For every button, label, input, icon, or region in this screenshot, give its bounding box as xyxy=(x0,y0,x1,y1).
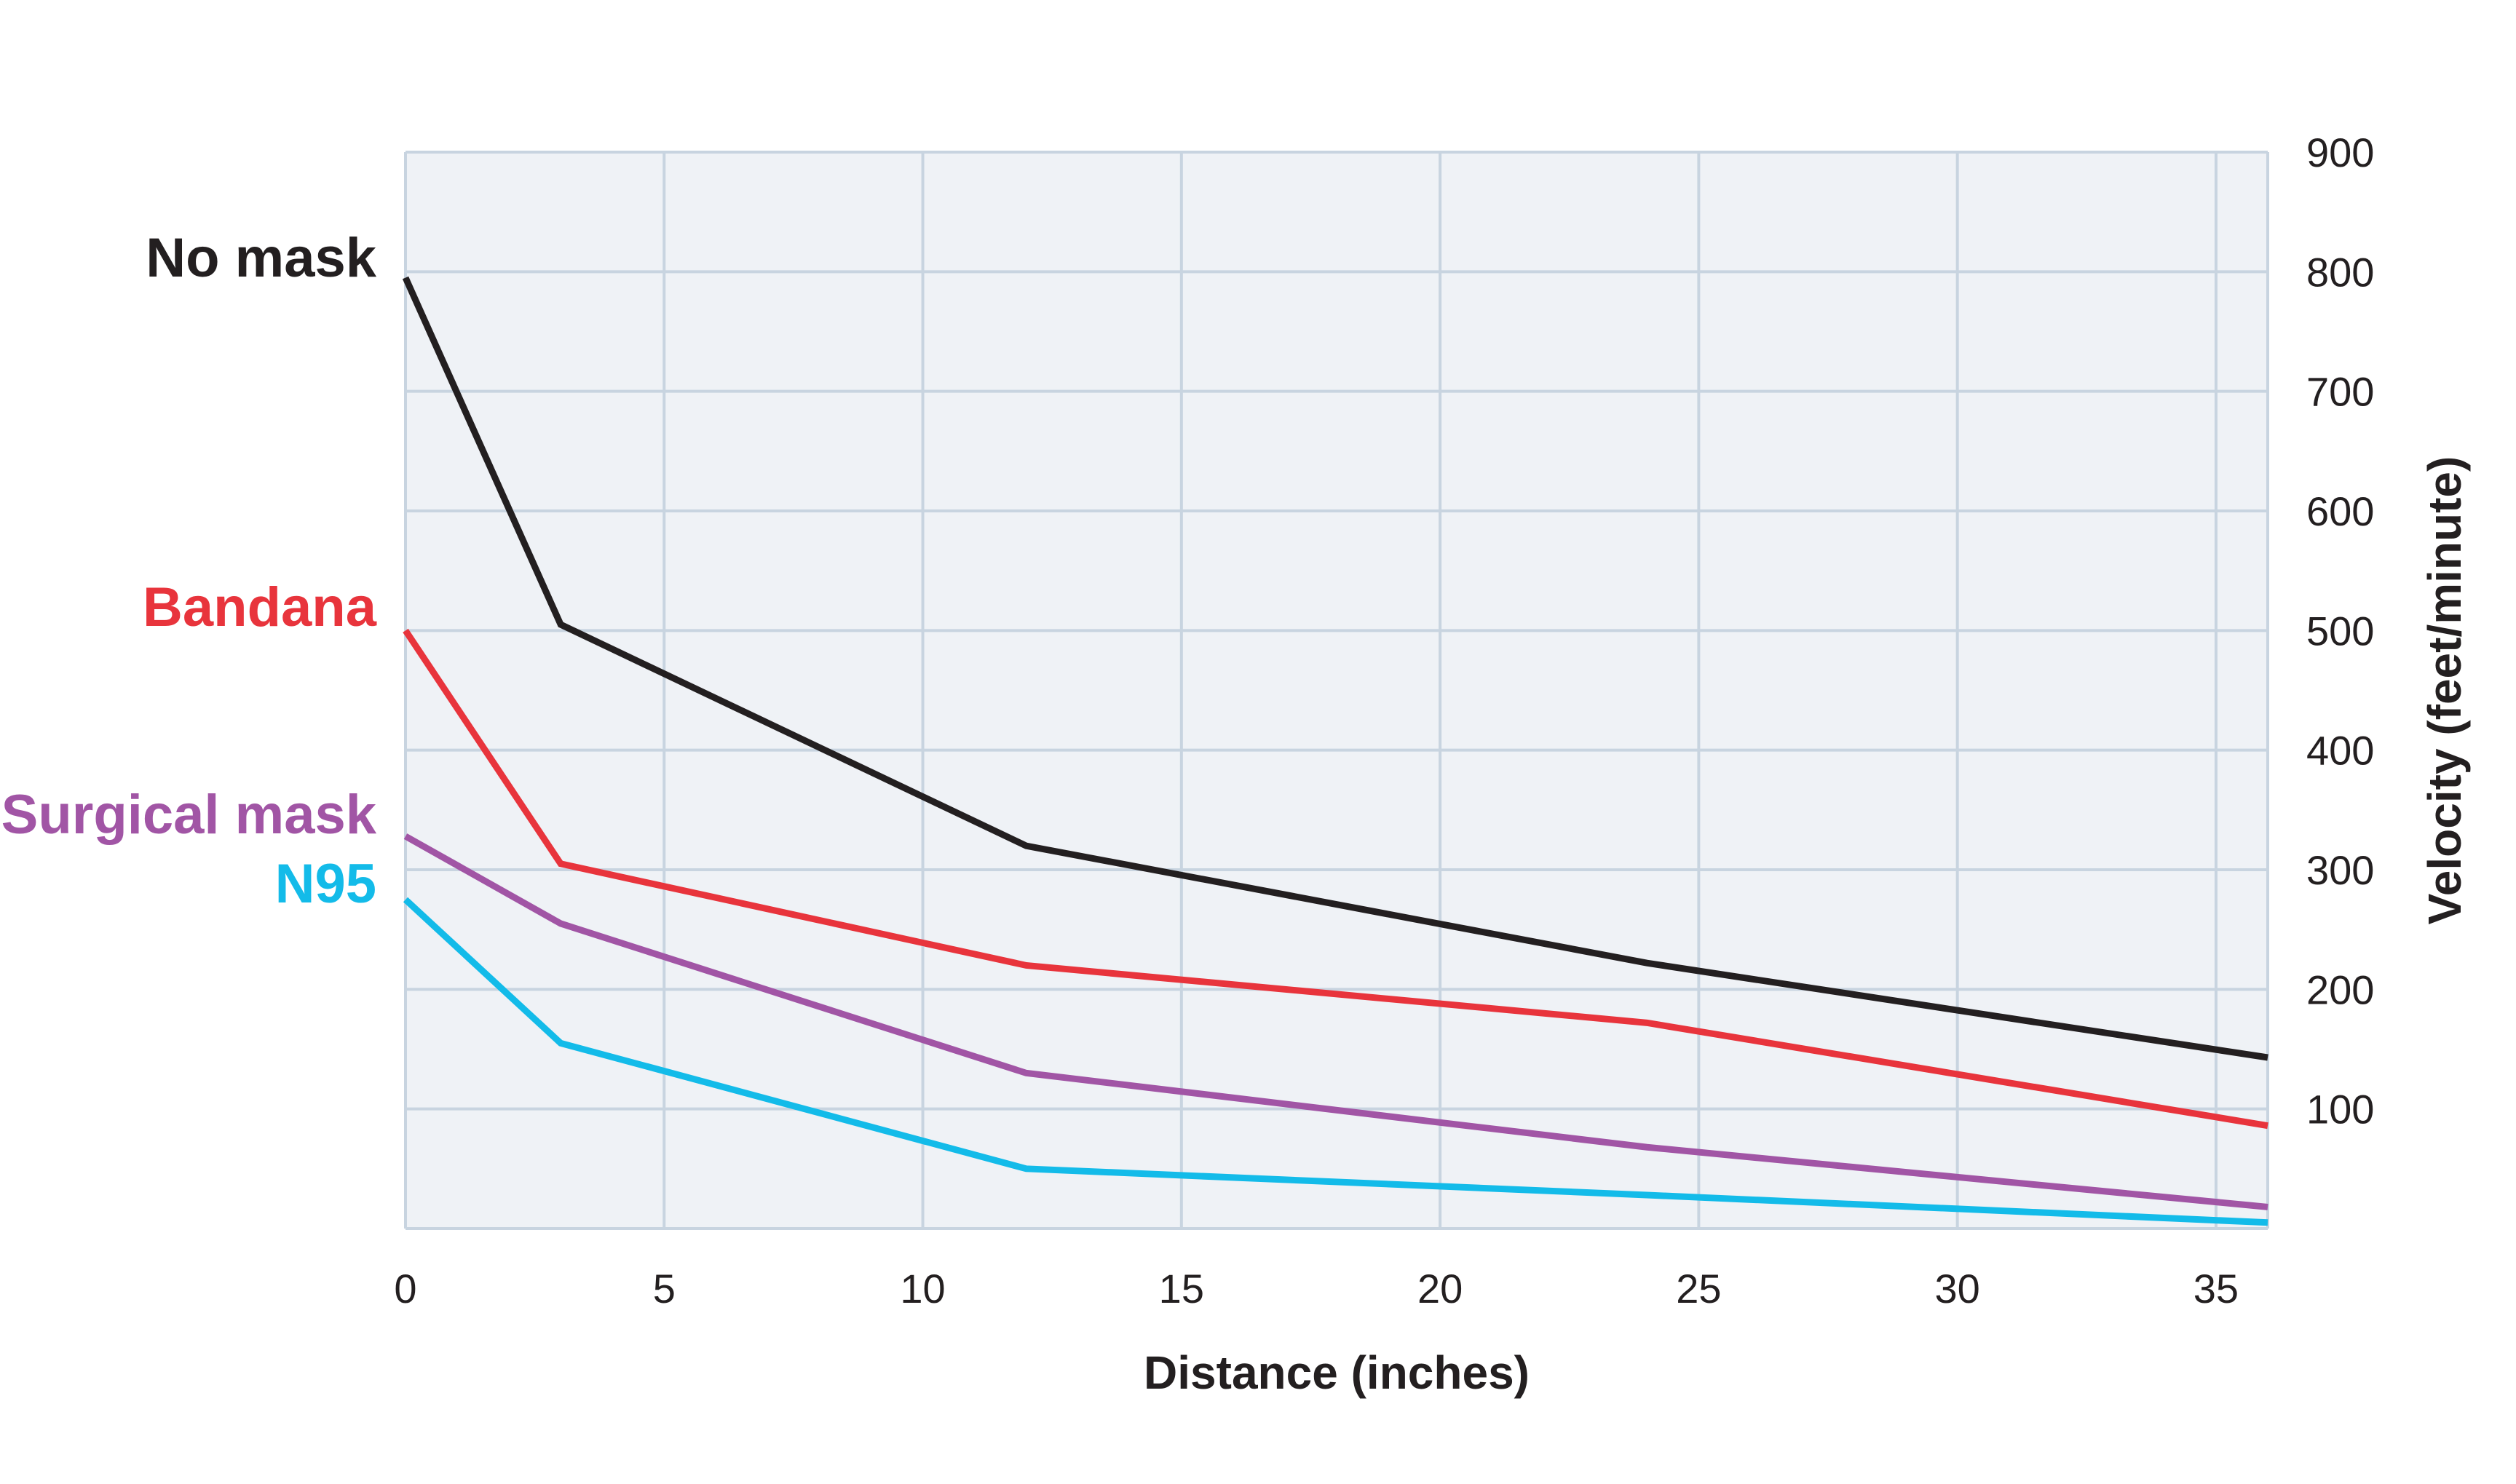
y-axis-label: Velocity (feet/minute) xyxy=(2418,456,2471,925)
series-labels: No mask Bandana Surgical mask N95 xyxy=(1,227,377,915)
x-tick-label: 5 xyxy=(653,1266,676,1312)
series-label-no-mask: No mask xyxy=(146,227,377,289)
series-label-surgical-mask: Surgical mask xyxy=(1,784,377,846)
y-tick-label: 700 xyxy=(2306,369,2374,415)
grid xyxy=(404,151,2269,1230)
y-tick-label: 100 xyxy=(2306,1087,2374,1132)
x-tick-label: 10 xyxy=(900,1266,945,1312)
x-tick-label: 15 xyxy=(1159,1266,1204,1312)
y-tick-label: 200 xyxy=(2306,967,2374,1012)
series-label-n95: N95 xyxy=(275,853,376,915)
series-line-surgical-mask xyxy=(403,833,2268,1210)
y-tick-label: 600 xyxy=(2306,488,2374,534)
y-tick-label: 300 xyxy=(2306,847,2374,893)
series-line-no-mask xyxy=(402,276,2268,1061)
x-axis-ticks: 0 5 10 15 20 25 30 35 xyxy=(394,1266,2239,1312)
x-tick-label: 35 xyxy=(2193,1266,2239,1312)
x-tick-label: 0 xyxy=(394,1266,416,1312)
y-tick-label: 800 xyxy=(2306,249,2374,295)
y-tick-label: 900 xyxy=(2306,130,2374,175)
y-tick-label: 500 xyxy=(2306,608,2374,654)
series-line-n95 xyxy=(403,897,2268,1226)
x-tick-label: 20 xyxy=(1417,1266,1463,1312)
x-tick-label: 25 xyxy=(1676,1266,1721,1312)
plot-background xyxy=(406,152,2268,1229)
x-tick-label: 30 xyxy=(1935,1266,1980,1312)
series-line-bandana xyxy=(403,628,2268,1130)
y-tick-label: 400 xyxy=(2306,728,2374,774)
series-lines xyxy=(402,276,2268,1226)
series-label-bandana: Bandana xyxy=(143,576,377,638)
x-axis-label: Distance (inches) xyxy=(1144,1346,1530,1399)
y-axis-ticks: 100 200 300 400 500 600 700 800 900 xyxy=(2306,130,2374,1132)
